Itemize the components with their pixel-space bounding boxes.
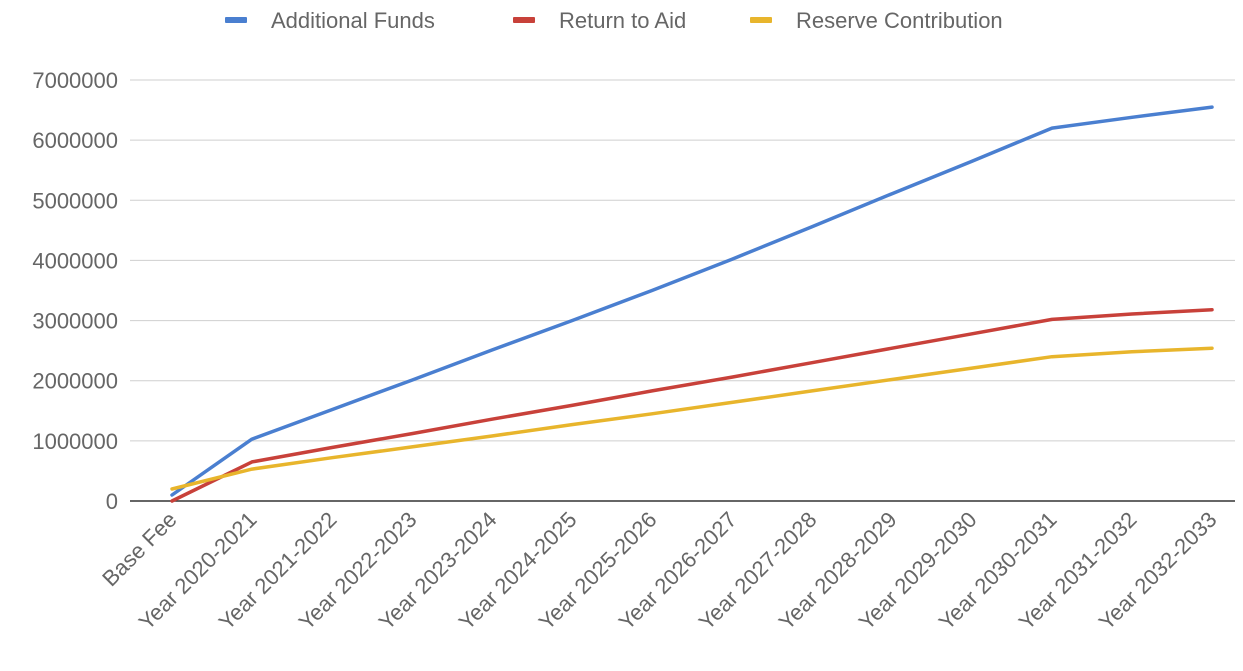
data-point — [810, 225, 814, 228]
legend-item: Additional Funds — [225, 8, 435, 33]
data-point — [1050, 355, 1054, 358]
data-point — [410, 445, 414, 449]
data-point — [890, 347, 894, 350]
y-tick-label: 0 — [106, 489, 118, 514]
data-point — [250, 460, 254, 464]
legend: Additional Funds Return to Aid Reserve Con… — [225, 8, 1003, 33]
data-point — [570, 404, 574, 407]
y-axis: 0 1000000 2000000 3000000 4000000 5000000 6000… — [32, 68, 118, 514]
data-point — [810, 389, 814, 393]
series-group — [170, 105, 1214, 497]
data-point — [650, 412, 654, 415]
data-point — [490, 348, 494, 352]
x-tick-label: Base Fee — [97, 507, 181, 591]
data-point — [1130, 312, 1134, 316]
data-point — [1050, 126, 1054, 130]
series-group — [170, 307, 1214, 503]
data-point — [330, 446, 334, 449]
data-point — [730, 375, 734, 379]
y-tick-label: 3000000 — [32, 309, 118, 334]
series-lines — [170, 105, 1214, 503]
y-tick-label: 7000000 — [32, 68, 118, 93]
data-point — [1050, 318, 1054, 321]
data-point — [490, 434, 494, 438]
data-point — [330, 408, 334, 411]
data-point — [1210, 105, 1214, 109]
data-point — [1210, 347, 1214, 350]
data-point — [650, 389, 654, 393]
data-point — [890, 378, 894, 381]
data-point — [1210, 308, 1214, 311]
legend-item: Reserve Contribution — [750, 8, 1003, 33]
data-point — [970, 366, 974, 370]
y-tick-label: 2000000 — [32, 369, 118, 394]
data-point — [410, 378, 414, 382]
legend-swatch — [513, 17, 535, 23]
data-point — [650, 289, 654, 292]
data-point — [970, 159, 974, 163]
series-line — [170, 307, 1214, 503]
data-point — [1130, 350, 1134, 354]
y-tick-label: 6000000 — [32, 128, 118, 153]
legend-swatch — [225, 17, 247, 23]
data-point — [490, 418, 494, 421]
data-point — [970, 332, 974, 336]
data-point — [170, 499, 174, 503]
series-line — [170, 105, 1214, 497]
legend-label: Return to Aid — [559, 8, 686, 33]
data-point — [890, 192, 894, 195]
legend-label: Additional Funds — [271, 8, 435, 33]
data-point — [1130, 116, 1134, 119]
y-tick-label: 1000000 — [32, 429, 118, 454]
data-point — [570, 319, 574, 322]
legend-swatch — [750, 17, 772, 23]
data-point — [810, 361, 814, 364]
data-point — [170, 487, 174, 491]
series-group — [170, 346, 1214, 491]
data-point — [730, 401, 734, 404]
data-point — [410, 432, 414, 435]
data-point — [250, 467, 254, 471]
y-tick-label: 4000000 — [32, 248, 118, 273]
legend-label: Reserve Contribution — [796, 8, 1003, 33]
data-point — [170, 493, 174, 497]
data-point — [730, 258, 734, 261]
series-line — [170, 346, 1214, 491]
y-tick-label: 5000000 — [32, 188, 118, 213]
legend-item: Return to Aid — [513, 8, 686, 33]
data-point — [250, 437, 254, 441]
data-point — [330, 456, 334, 459]
gridlines — [130, 79, 1235, 442]
data-point — [570, 423, 574, 426]
